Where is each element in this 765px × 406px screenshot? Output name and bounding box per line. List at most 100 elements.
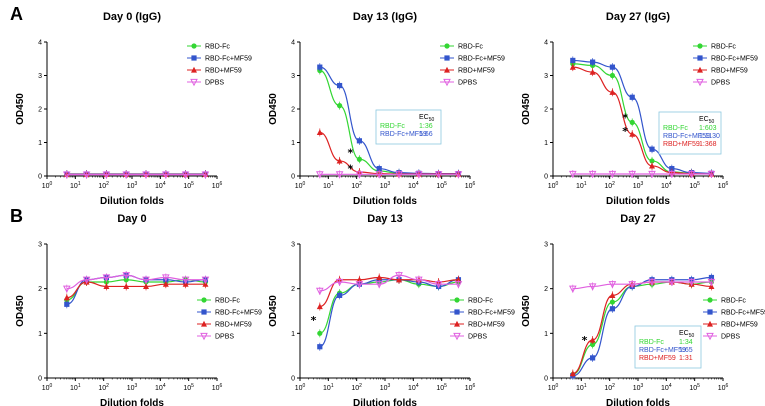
y-tick-label: 3 — [544, 73, 548, 80]
data-point — [123, 277, 129, 283]
data-point — [315, 287, 324, 296]
data-point — [316, 129, 323, 136]
ec50-row-name: RBD-Fc+MF59 — [380, 131, 427, 138]
ec50-header: EC50 — [699, 116, 715, 125]
chart-panel-1: A Day 0 (IgG) 0 1 2 3 4 100 101 102 103 104 105 106 Di… — [10, 4, 252, 207]
ec50-row-name: RBD+MF59 — [663, 141, 700, 148]
legend-label: RBD-Fc — [205, 44, 230, 51]
y-tick-label: 1 — [38, 331, 42, 338]
chart-title: Day 0 — [117, 213, 146, 225]
data-point — [629, 94, 635, 100]
legend-label: DPBS — [215, 334, 234, 341]
x-tick-label: 101 — [576, 181, 587, 190]
x-tick-label: 101 — [70, 181, 81, 190]
data-point — [568, 170, 577, 179]
x-tick-label: 101 — [576, 383, 587, 392]
data-point — [588, 283, 597, 291]
data-point — [707, 278, 716, 287]
data-point — [608, 170, 617, 179]
y-tick-label: 0 — [38, 376, 42, 383]
data-point — [356, 276, 363, 283]
data-point — [590, 59, 596, 65]
ec50-box — [375, 109, 442, 145]
ec50-row-value: 1:36 — [419, 123, 433, 130]
y-axis-label: OD450 — [15, 93, 26, 125]
data-point — [609, 306, 616, 312]
y-tick-label: 4 — [38, 40, 42, 47]
data-point — [628, 170, 637, 179]
data-point — [142, 276, 150, 285]
chart-title: Day 0 (IgG) — [103, 11, 161, 23]
legend-label: RBD-Fc+MF59 — [711, 56, 758, 63]
x-tick-label: 100 — [295, 383, 306, 392]
x-axis-label: Dilution folds — [606, 398, 670, 406]
data-point — [649, 158, 655, 164]
x-tick-label: 106 — [212, 181, 223, 190]
data-point — [375, 171, 384, 179]
data-point — [687, 170, 696, 179]
y-tick-label: 1 — [291, 140, 295, 147]
data-point — [317, 64, 323, 70]
data-point — [102, 274, 111, 282]
y-tick-label: 1 — [544, 331, 548, 338]
y-tick-label: 0 — [38, 174, 42, 181]
x-axis-label: Dilution folds — [100, 196, 164, 207]
legend-label: DPBS — [711, 80, 730, 87]
x-tick-label: 104 — [661, 383, 672, 392]
legend-marker — [201, 320, 207, 327]
x-tick-label: 100 — [548, 383, 559, 392]
data-point — [415, 276, 423, 285]
y-tick-label: 1 — [38, 140, 42, 147]
x-tick-label: 104 — [408, 383, 419, 392]
x-tick-label: 103 — [380, 181, 391, 190]
x-tick-label: 103 — [127, 181, 138, 190]
legend-label: RBD-Fc — [215, 298, 240, 305]
data-point — [609, 299, 616, 305]
ec50-row-value: 1:66 — [419, 131, 433, 138]
ec50-row-name: RBD-Fc — [380, 123, 405, 130]
data-point — [668, 170, 676, 179]
panel-letter: A — [10, 4, 23, 24]
data-point — [609, 72, 616, 79]
x-tick-label: 103 — [380, 383, 391, 392]
data-point — [317, 344, 323, 350]
data-point — [415, 171, 423, 179]
ec50-row-value: 1:1130 — [699, 133, 720, 140]
ec50-row-value: 1:368 — [699, 141, 717, 148]
x-axis-label: Dilution folds — [353, 398, 417, 406]
legend-label: DPBS — [458, 80, 477, 87]
y-tick-label: 3 — [38, 73, 42, 80]
y-tick-label: 0 — [544, 174, 548, 181]
legend-label: RBD-Fc+MF59 — [458, 56, 505, 63]
x-tick-label: 101 — [70, 383, 81, 392]
legend-label: RBD-Fc — [468, 298, 493, 305]
y-axis-label: OD450 — [268, 295, 279, 327]
data-point — [201, 276, 210, 285]
legend-marker — [443, 78, 451, 87]
ec50-row-name: RBD-Fc+MF59 — [663, 133, 710, 140]
data-point — [609, 64, 616, 70]
y-tick-label: 3 — [291, 242, 295, 249]
data-point — [355, 171, 364, 179]
data-point — [142, 171, 150, 179]
data-point — [122, 171, 131, 179]
ec50-header: EC50 — [419, 114, 435, 123]
x-tick-label: 102 — [351, 383, 362, 392]
data-point — [649, 162, 656, 169]
x-axis-label: Dilution folds — [353, 196, 417, 207]
data-point — [103, 283, 110, 290]
data-point — [375, 281, 384, 289]
data-point — [337, 82, 343, 89]
data-point — [356, 138, 363, 144]
x-tick-label: 103 — [633, 181, 644, 190]
data-point — [82, 171, 91, 179]
legend-label: RBD+MF59 — [721, 322, 758, 329]
x-tick-label: 100 — [42, 383, 53, 392]
y-tick-label: 0 — [544, 376, 548, 383]
ec50-row-value: 1:603 — [699, 125, 717, 132]
y-axis-label: OD450 — [521, 93, 532, 125]
x-tick-label: 104 — [408, 181, 419, 190]
data-point — [395, 272, 403, 280]
y-tick-label: 0 — [291, 376, 295, 383]
